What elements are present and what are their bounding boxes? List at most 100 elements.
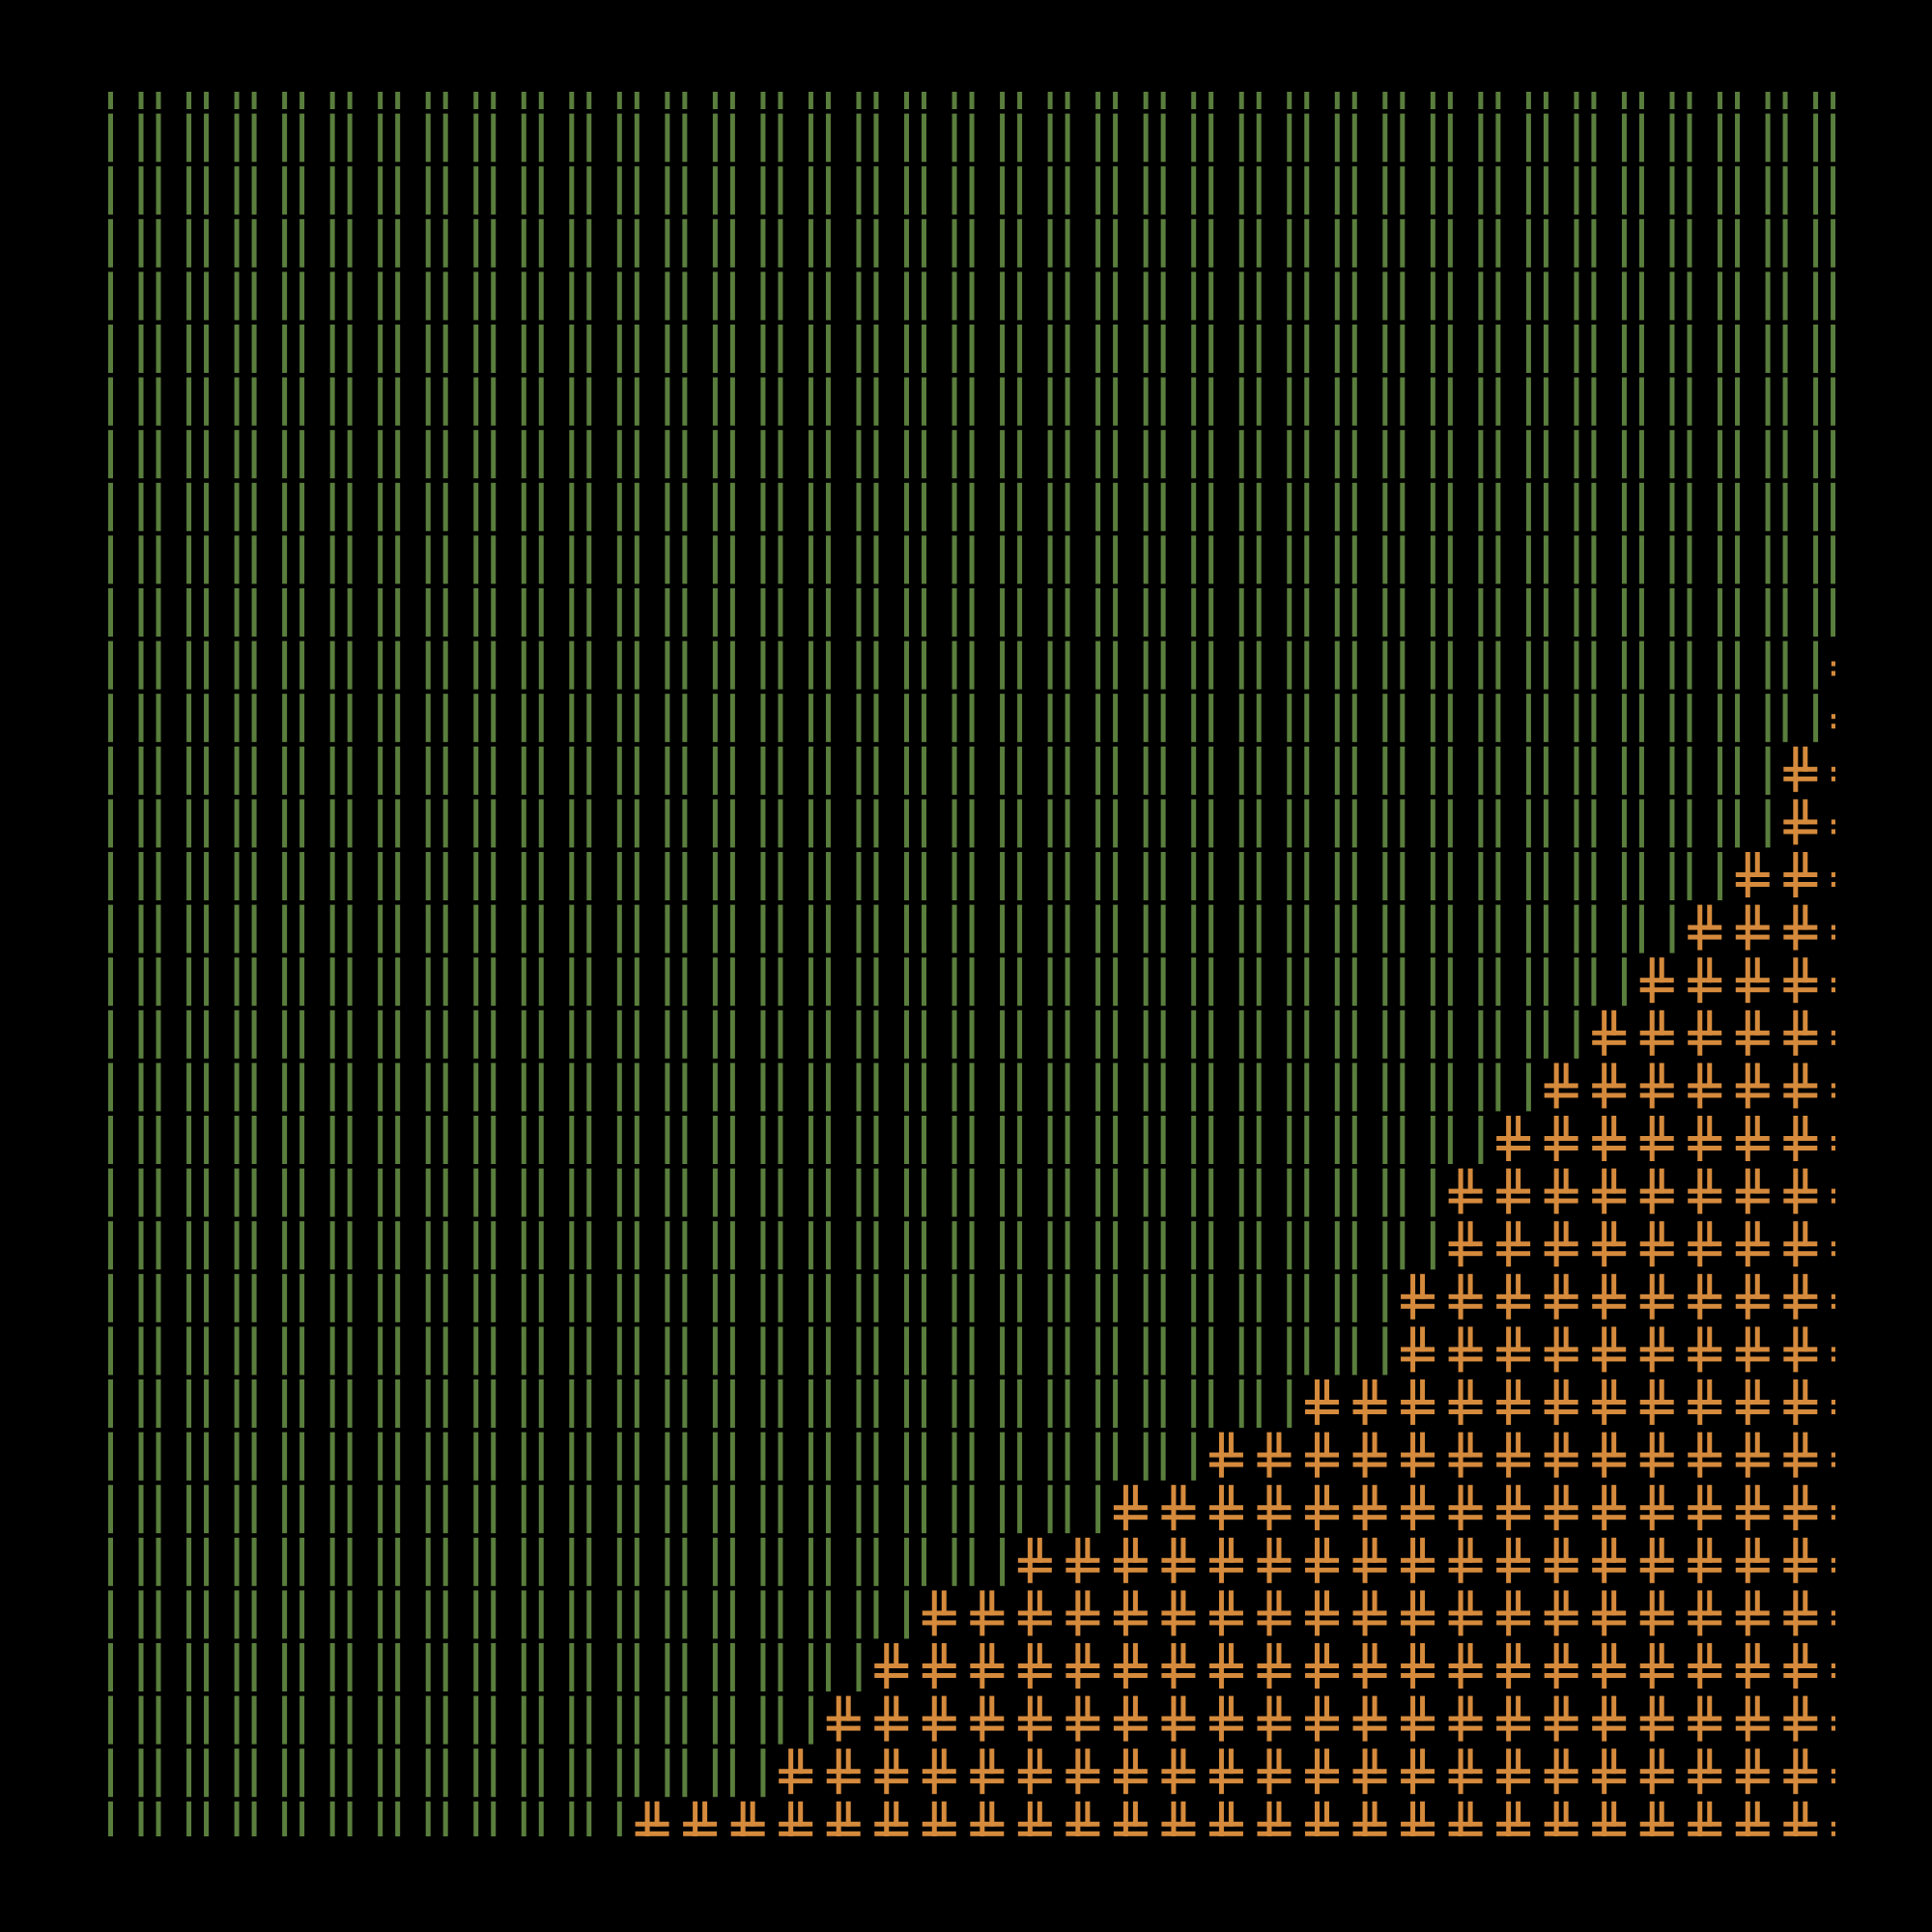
tick-glyph [1065,746,1070,795]
tick-glyph [251,1432,257,1481]
cross-glyph [1783,978,1818,983]
cross-glyph [1065,1716,1100,1721]
cross-glyph [970,1610,1005,1616]
tick-glyph [442,1168,448,1217]
tick-glyph [665,1379,670,1428]
tick-glyph [616,1326,622,1376]
tick-glyph [1000,746,1006,795]
tick-glyph [1669,113,1675,162]
tick-glyph [1143,92,1149,109]
cross-glyph [1448,1251,1483,1257]
tick-glyph [1765,271,1771,321]
cross-glyph [1448,1241,1483,1247]
cross-glyph [941,1590,947,1616]
cross-glyph [1592,1146,1627,1151]
tick-glyph [1574,166,1579,215]
cross-glyph [1783,1610,1818,1616]
tick-glyph [1447,957,1453,1007]
tick-glyph [1495,325,1501,373]
tick-glyph [586,113,592,162]
tick-glyph [760,482,766,531]
tick-glyph [634,92,639,109]
tick-glyph [378,1326,384,1376]
tick-glyph [1735,113,1741,162]
tick-glyph [1191,1221,1197,1270]
cross-glyph [1496,1356,1531,1362]
tick-glyph [1191,1432,1197,1481]
cross-glyph [1611,1643,1617,1668]
tick-glyph [1047,1009,1053,1059]
tick-glyph [729,1009,735,1059]
tick-glyph [1574,325,1579,373]
cross-glyph [1544,1831,1578,1836]
tick-glyph [1113,852,1119,900]
cross-glyph [1688,1241,1722,1247]
tick-glyph [808,166,813,215]
tick-glyph [1287,377,1293,426]
tick-glyph [1017,746,1023,795]
tick-glyph [442,1116,448,1164]
tick-glyph [491,1063,497,1112]
tick-glyph [1718,430,1723,479]
tick-glyph [873,1432,879,1481]
tick-glyph [108,1326,113,1376]
tick-glyph [138,1748,144,1798]
tick-glyph [904,1168,910,1217]
tick-glyph [234,1485,240,1534]
tick-glyph [1430,271,1435,321]
tick-glyph [204,1326,210,1376]
tick-glyph [204,1221,210,1270]
tick-glyph [1238,640,1244,690]
tick-glyph [586,92,592,109]
tick-glyph [1160,113,1166,162]
tick-glyph [1687,799,1692,848]
tick-glyph [234,166,240,215]
tick-glyph [299,377,305,426]
tick-glyph [1208,1273,1214,1322]
tick-glyph [395,904,401,953]
tick-glyph [138,1432,144,1481]
tick-glyph [425,640,431,690]
tick-glyph [138,1168,144,1217]
tick-glyph [1160,1379,1166,1428]
tick-glyph [425,113,431,162]
cross-glyph [1467,1221,1473,1247]
tick-glyph [1256,430,1262,479]
cross-glyph [1688,1400,1722,1405]
tick-glyph [1495,113,1501,162]
tick-glyph [538,588,544,637]
tick-glyph [91,694,96,742]
tick-glyph [1160,640,1166,690]
cross-glyph [1544,1557,1578,1563]
tick-glyph [1574,852,1579,900]
tick-glyph [1831,377,1835,426]
tick-glyph [969,852,975,900]
cross-glyph [1688,1251,1722,1257]
tick-glyph [395,430,401,479]
cross-glyph [1831,1356,1835,1362]
cross-glyph [1735,1610,1770,1616]
tick-glyph [1447,430,1453,479]
tick-glyph [952,746,957,795]
cross-glyph [1305,1400,1340,1405]
tick-glyph [569,1643,575,1691]
cross-glyph [1257,1725,1292,1731]
cross-glyph [1851,1485,1856,1510]
tick-glyph [1047,271,1053,321]
tick-glyph [1591,852,1597,900]
tick-glyph [952,1116,957,1164]
tick-glyph [1304,799,1310,848]
cross-glyph [1735,1136,1770,1141]
cross-glyph [1659,1695,1664,1721]
tick-glyph [1334,377,1340,426]
tick-glyph [329,1009,335,1059]
tick-glyph [1143,746,1149,795]
tick-glyph [1525,325,1531,373]
cross-glyph [740,1801,746,1836]
cross-glyph [1448,1673,1483,1678]
tick-glyph [616,218,622,268]
cross-glyph [1228,1485,1234,1511]
tick-glyph [969,1485,975,1534]
tick-glyph [952,957,957,1007]
tick-glyph [1017,1432,1023,1481]
